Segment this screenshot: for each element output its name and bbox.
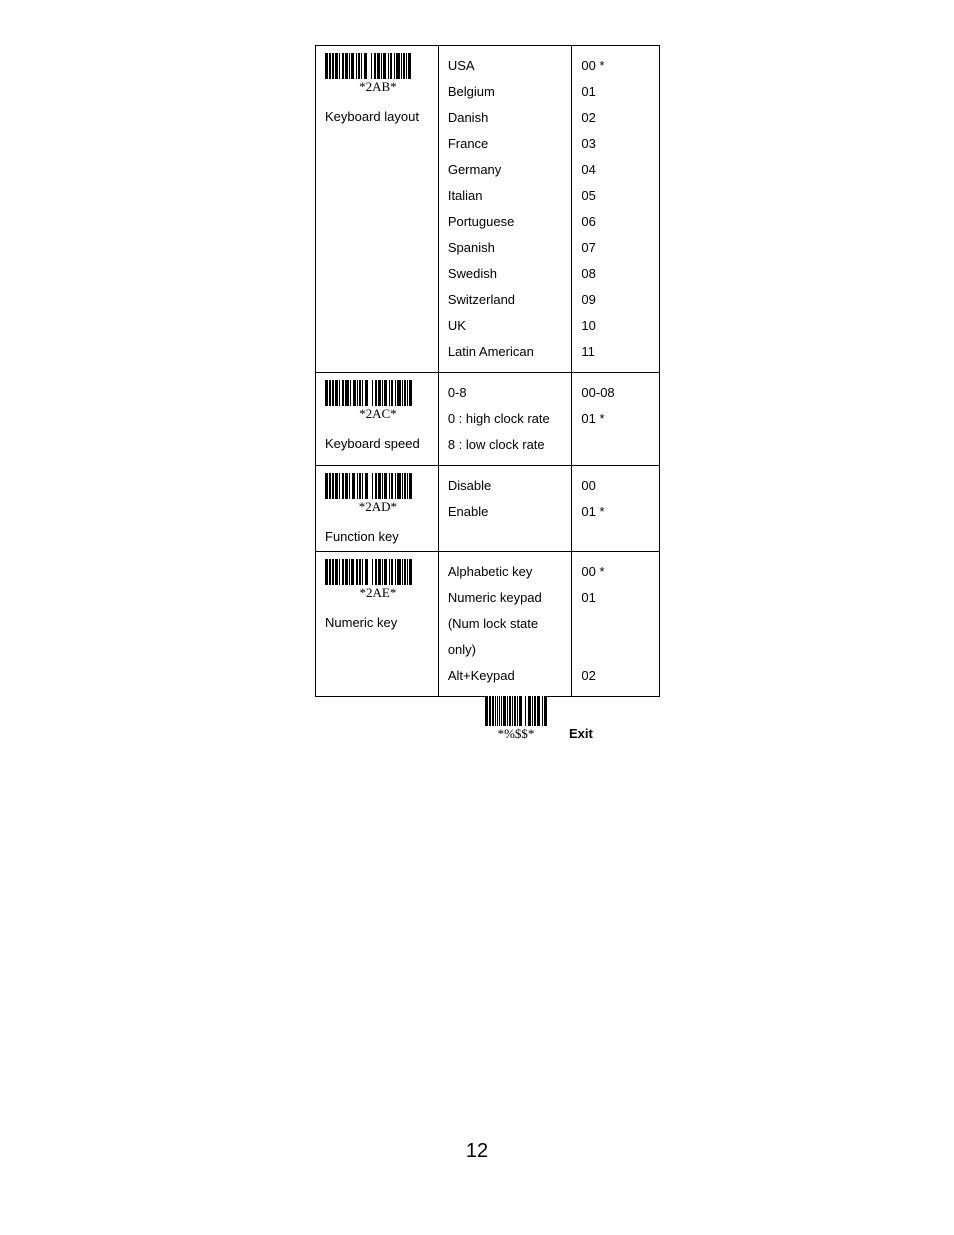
options-names: USABelgiumDanishFranceGermanyItalianPort… <box>440 47 571 371</box>
option-code: 10 <box>581 313 652 339</box>
option-name: Spanish <box>448 235 565 261</box>
option-code: 02 <box>581 105 652 131</box>
section-barcode <box>325 559 431 585</box>
option-code: 00 * <box>581 559 652 585</box>
option-name: (Num lock state <box>448 611 565 637</box>
settings-table: *2AB* Keyboard layout USABelgiumDanishFran… <box>315 45 660 697</box>
section-barcode <box>325 53 431 79</box>
table-row: *2AC* Keyboard speed 0-80 : high clock rat… <box>316 373 660 466</box>
options-names: 0-80 : high clock rate8 : low clock rate <box>440 374 571 464</box>
option-name: Portuguese <box>448 209 565 235</box>
option-code: 02 <box>581 663 652 689</box>
section-label: Keyboard speed <box>325 436 431 451</box>
options-codes: 00 *01 02 <box>573 553 658 695</box>
option-code: 01 <box>581 79 652 105</box>
page-number: 12 <box>0 1140 954 1163</box>
option-code: 04 <box>581 157 652 183</box>
option-name: Numeric keypad <box>448 585 565 611</box>
exit-label: Exit <box>569 726 593 742</box>
barcode-caption: *2AB* <box>325 79 431 95</box>
option-code: 03 <box>581 131 652 157</box>
option-name: only) <box>448 637 565 663</box>
options-names: DisableEnable <box>440 467 571 531</box>
option-code: 07 <box>581 235 652 261</box>
exit-barcode <box>485 696 547 726</box>
option-code: 00-08 <box>581 380 652 406</box>
option-code: 01 <box>581 585 652 611</box>
option-name: USA <box>448 53 565 79</box>
table-row: *2AB* Keyboard layout USABelgiumDanishFran… <box>316 46 660 373</box>
section-barcode <box>325 473 431 499</box>
option-code <box>581 432 652 458</box>
option-name: Germany <box>448 157 565 183</box>
section-label: Function key <box>325 529 431 544</box>
option-name: Switzerland <box>448 287 565 313</box>
barcode-caption: *2AD* <box>325 499 431 515</box>
option-code: 00 <box>581 473 652 499</box>
option-name: Swedish <box>448 261 565 287</box>
option-name: Alt+Keypad <box>448 663 565 689</box>
table-row: *2AD*Function keyDisableEnable0001 * <box>316 466 660 552</box>
barcode-caption: *2AC* <box>325 406 431 422</box>
option-name: Disable <box>448 473 565 499</box>
option-code: 08 <box>581 261 652 287</box>
options-codes: 00-0801 * <box>573 374 658 464</box>
section-barcode <box>325 380 431 406</box>
option-code <box>581 611 652 637</box>
option-code: 09 <box>581 287 652 313</box>
option-name: Latin American <box>448 339 565 365</box>
option-name: Danish <box>448 105 565 131</box>
option-code: 05 <box>581 183 652 209</box>
option-name: Belgium <box>448 79 565 105</box>
exit-barcode-caption: *%$$* <box>485 726 547 742</box>
option-code: 01 * <box>581 499 652 525</box>
option-name: 8 : low clock rate <box>448 432 565 458</box>
table-row: *2AE* Numeric key Alphabetic keyNumeric ke… <box>316 552 660 697</box>
option-code <box>581 637 652 663</box>
exit-block: *%$$* Exit <box>485 696 670 742</box>
option-name: UK <box>448 313 565 339</box>
option-code: 00 * <box>581 53 652 79</box>
option-name: Enable <box>448 499 565 525</box>
option-name: France <box>448 131 565 157</box>
option-code: 01 * <box>581 406 652 432</box>
option-name: Alphabetic key <box>448 559 565 585</box>
options-codes: 0001 * <box>573 467 658 531</box>
option-name: 0-8 <box>448 380 565 406</box>
section-label: Numeric key <box>325 615 431 630</box>
options-names: Alphabetic keyNumeric keypad(Num lock st… <box>440 553 571 695</box>
options-codes: 00 *0102030405060708091011 <box>573 47 658 371</box>
option-code: 11 <box>581 339 652 365</box>
option-name: Italian <box>448 183 565 209</box>
option-name: 0 : high clock rate <box>448 406 565 432</box>
section-label: Keyboard layout <box>325 109 431 124</box>
option-code: 06 <box>581 209 652 235</box>
barcode-caption: *2AE* <box>325 585 431 601</box>
